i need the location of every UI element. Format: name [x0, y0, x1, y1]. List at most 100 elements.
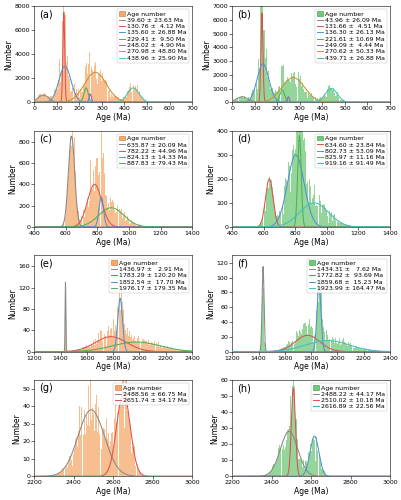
Bar	[349, 343, 350, 351]
X-axis label: Age (Ma): Age (Ma)	[293, 238, 328, 246]
Bar	[259, 0, 261, 102]
Bar	[342, 224, 343, 227]
Bar	[277, 350, 278, 352]
Bar	[310, 93, 312, 102]
Bar	[114, 419, 115, 476]
Bar	[113, 98, 114, 102]
Bar	[303, 138, 304, 227]
Bar	[298, 330, 299, 351]
Bar	[296, 92, 297, 227]
Bar	[302, 140, 303, 227]
Bar	[289, 396, 290, 476]
Bar	[316, 204, 317, 227]
Bar	[248, 99, 249, 102]
Bar	[161, 348, 162, 352]
Bar	[95, 337, 96, 351]
Bar	[90, 160, 91, 227]
Bar	[324, 340, 325, 351]
Bar	[99, 70, 100, 102]
Bar	[343, 342, 344, 351]
Bar	[75, 172, 76, 227]
Bar	[332, 88, 333, 102]
Bar	[268, 177, 269, 227]
Bar	[306, 98, 307, 102]
Legend: Age number, 1436.97 ±   2.91 Ma, 1783.29 ± 120.20 Ma, 1852.54 ±  17.70 Ma, 1976.: Age number, 1436.97 ± 2.91 Ma, 1783.29 ±…	[109, 258, 188, 293]
Bar	[309, 444, 310, 476]
Bar	[92, 344, 93, 352]
Bar	[333, 343, 334, 351]
Bar	[77, 94, 78, 102]
Bar	[74, 350, 75, 352]
Bar	[172, 349, 173, 352]
Bar	[116, 97, 117, 102]
Bar	[297, 336, 298, 351]
Bar	[94, 65, 95, 102]
Bar	[291, 76, 292, 102]
Bar	[336, 344, 337, 352]
Bar	[305, 461, 306, 476]
Bar	[116, 306, 117, 352]
Bar	[133, 338, 134, 351]
Bar	[308, 95, 309, 102]
Bar	[140, 96, 141, 102]
Bar	[297, 440, 298, 476]
Bar	[269, 89, 271, 102]
Bar	[136, 90, 137, 102]
Bar	[266, 77, 267, 102]
Bar	[292, 340, 293, 351]
Bar	[114, 210, 115, 227]
Bar	[76, 201, 77, 227]
Bar	[165, 348, 166, 352]
Bar	[95, 62, 96, 102]
Bar	[78, 210, 79, 227]
Bar	[133, 444, 134, 476]
Bar	[70, 136, 71, 227]
Bar	[111, 94, 112, 102]
Bar	[325, 96, 326, 102]
Bar	[171, 348, 172, 352]
Bar	[39, 94, 41, 102]
Bar	[338, 222, 339, 227]
Bar	[324, 208, 325, 227]
Bar	[316, 268, 317, 351]
Bar	[340, 344, 341, 351]
Bar	[318, 456, 319, 476]
Bar	[237, 98, 238, 102]
Bar	[124, 330, 125, 351]
Bar	[104, 81, 105, 102]
Bar	[292, 146, 294, 227]
Bar	[137, 86, 138, 102]
Bar	[106, 346, 107, 352]
Bar	[306, 334, 307, 351]
Bar	[126, 368, 127, 476]
Bar	[317, 450, 318, 476]
Bar	[102, 335, 103, 351]
Bar	[270, 180, 271, 227]
Bar	[124, 96, 126, 102]
Bar	[92, 188, 93, 227]
Bar	[98, 333, 99, 351]
Bar	[305, 92, 306, 102]
Bar	[132, 447, 133, 476]
Bar	[291, 340, 292, 351]
Bar	[321, 205, 322, 227]
Bar	[72, 466, 73, 476]
Bar	[284, 178, 285, 227]
Bar	[148, 340, 149, 351]
Bar	[344, 342, 346, 351]
Bar	[267, 473, 268, 476]
X-axis label: Age (Ma): Age (Ma)	[96, 362, 130, 371]
Bar	[321, 319, 322, 352]
Bar	[103, 429, 104, 476]
Text: (c): (c)	[39, 134, 52, 143]
Bar	[339, 100, 340, 102]
Bar	[47, 96, 49, 102]
Bar	[123, 97, 124, 102]
Bar	[136, 464, 137, 476]
Bar	[328, 339, 329, 351]
Bar	[317, 100, 318, 102]
Bar	[86, 63, 87, 102]
Bar	[189, 351, 190, 352]
Bar	[132, 84, 133, 102]
Bar	[79, 218, 80, 227]
